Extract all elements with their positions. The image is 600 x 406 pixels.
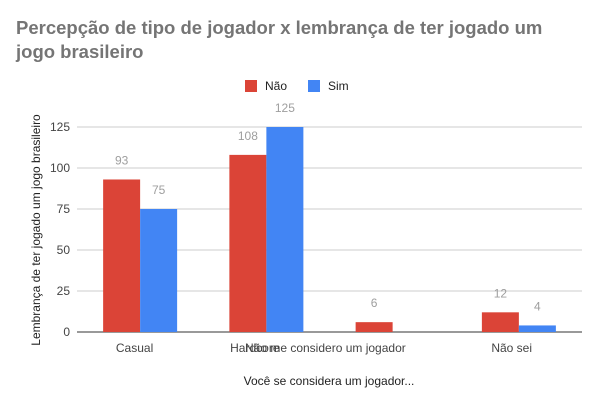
- y-tick-label: 25: [57, 284, 71, 298]
- x-tick-label: Não sei: [491, 341, 532, 355]
- x-tick-label: Casual: [116, 341, 153, 355]
- bar-não-1: [103, 179, 141, 332]
- chart-title: Percepção de tipo de jogador x lembrança…: [16, 17, 543, 62]
- data-label: 93: [115, 153, 129, 167]
- legend-label: Sim: [328, 79, 349, 93]
- data-label: 4: [534, 299, 541, 313]
- bar-sim-4: [518, 325, 556, 332]
- x-tick-label: Não me considero um jogador: [245, 341, 406, 355]
- data-label: 12: [494, 286, 508, 300]
- y-axis-title: Lembrança de ter jogado um jogo brasilei…: [29, 114, 43, 346]
- y-tick-label: 75: [57, 202, 71, 216]
- legend-swatch-não: [245, 80, 257, 92]
- data-label: 75: [152, 183, 166, 197]
- data-label: 6: [371, 296, 378, 310]
- data-label: 125: [275, 101, 295, 115]
- bars: [103, 127, 556, 332]
- bar-não-3: [355, 322, 393, 332]
- bar-sim-2: [266, 127, 304, 332]
- y-tick-label: 0: [63, 325, 70, 339]
- y-axis-ticks: 0 25 50 75 100 125: [50, 120, 70, 339]
- data-label: 108: [238, 129, 258, 143]
- x-axis-title: Você se considera um jogador...: [244, 374, 415, 388]
- y-tick-label: 100: [50, 161, 70, 175]
- legend-swatch-sim: [308, 80, 320, 92]
- legend: Não Sim: [245, 79, 349, 93]
- bar-não-2: [229, 154, 267, 332]
- x-tick-label: Hardcore: [230, 341, 280, 355]
- data-labels: 93 75 108 125 6 12 4: [115, 101, 541, 313]
- legend-label: Não: [265, 79, 287, 93]
- bar-não-4: [481, 312, 519, 332]
- bar-sim-1: [140, 209, 178, 332]
- y-tick-label: 125: [50, 120, 70, 134]
- y-tick-label: 50: [57, 243, 71, 257]
